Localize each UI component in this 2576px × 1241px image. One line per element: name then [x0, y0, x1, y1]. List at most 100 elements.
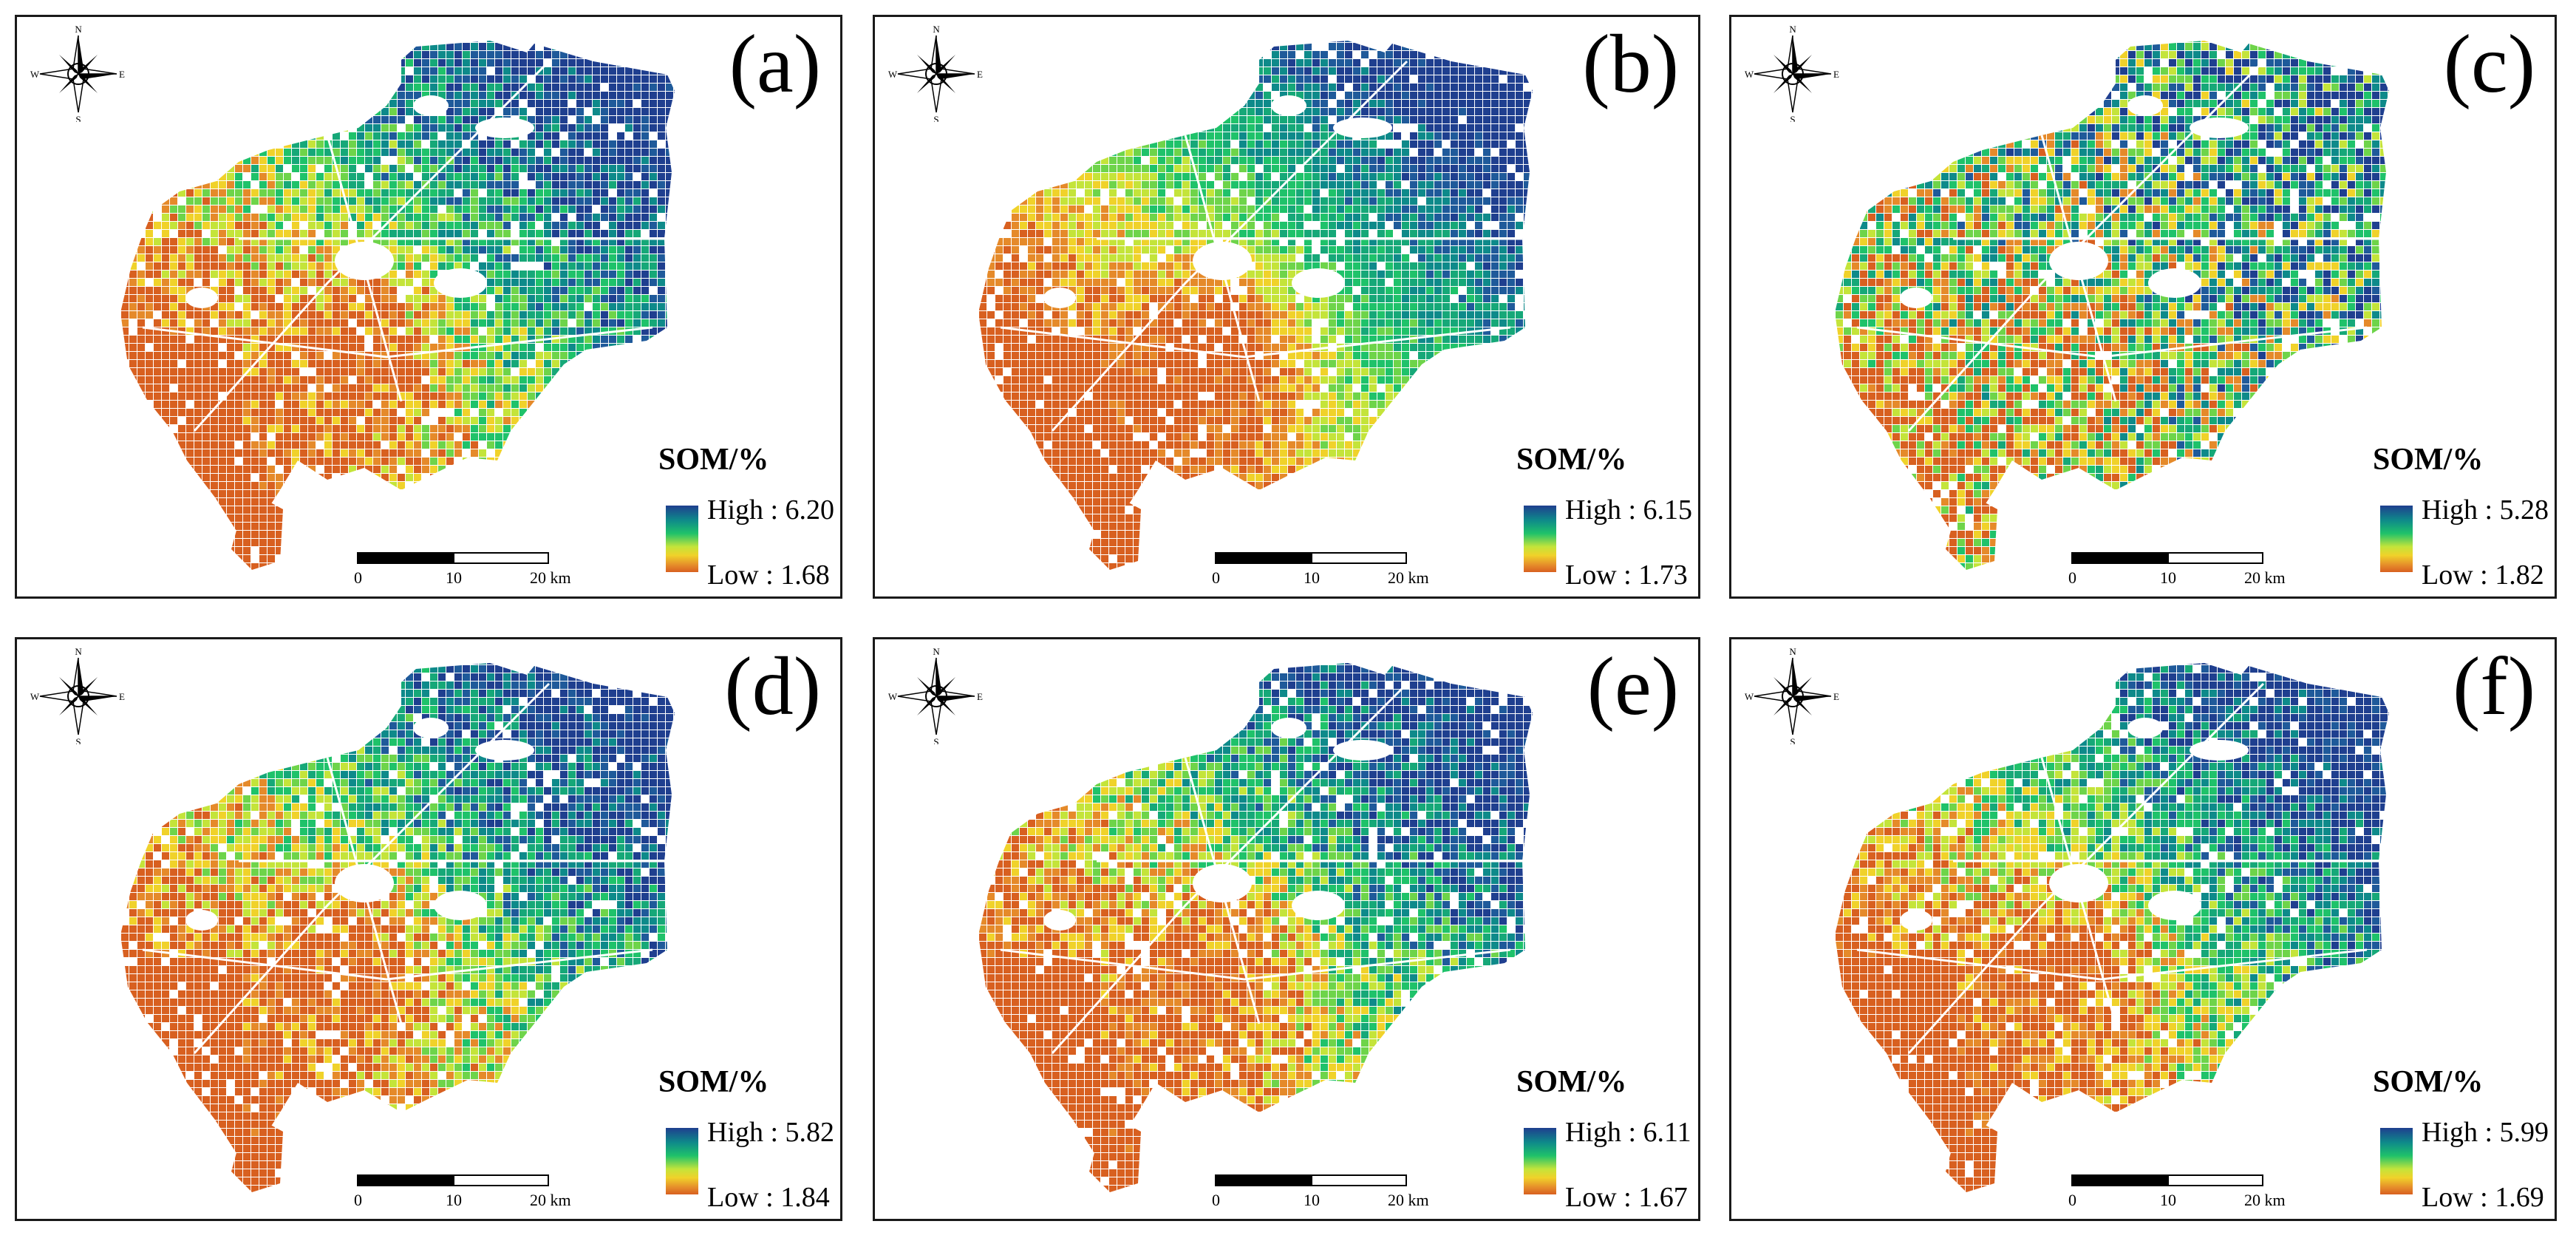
- compass-s: S: [75, 114, 81, 122]
- scale-tick-10: 10: [1304, 1191, 1320, 1210]
- map-panel-b: N S E W (b) SOM/% High : 6.15 Low : 1.73…: [873, 15, 1700, 599]
- compass-e: E: [1833, 69, 1839, 80]
- compass-n: N: [1789, 26, 1796, 35]
- scale-bar: 0 10 20 km: [342, 548, 571, 592]
- scale-tick-20: 20 km: [1388, 1191, 1429, 1210]
- compass-n: N: [933, 26, 940, 35]
- legend: SOM/% High : 5.82 Low : 1.84: [652, 1064, 837, 1214]
- north-arrow-icon: N S E W: [30, 646, 126, 747]
- legend-high: High : 6.20: [707, 494, 834, 526]
- som-raster: [121, 41, 675, 570]
- som-map: [121, 41, 675, 570]
- scale-bar-black-segment: [2071, 552, 2169, 564]
- legend-title: SOM/%: [2373, 1064, 2483, 1100]
- legend-high: High : 5.99: [2422, 1116, 2549, 1149]
- legend-low: Low : 1.73: [1565, 559, 1688, 591]
- map-panel-a: N S E W (a) SOM/% High : 6.20 Low : 1.68…: [15, 15, 842, 599]
- legend-high: High : 5.82: [707, 1116, 834, 1149]
- scale-bar-black-segment: [1215, 1174, 1312, 1186]
- compass-w: W: [1745, 691, 1754, 702]
- som-raster: [979, 663, 1533, 1192]
- north-arrow-icon: N S E W: [30, 24, 126, 125]
- legend-low: Low : 1.67: [1565, 1181, 1688, 1214]
- compass-w: W: [888, 69, 898, 80]
- map-panel-d: N S E W (d) SOM/% High : 5.82 Low : 1.84…: [15, 637, 842, 1221]
- scale-tick-0: 0: [354, 1191, 362, 1210]
- legend-high: High : 6.15: [1565, 494, 1692, 526]
- legend: SOM/% High : 5.99 Low : 1.69: [2367, 1064, 2552, 1214]
- scale-bar-black-segment: [357, 552, 454, 564]
- compass-e: E: [977, 691, 983, 702]
- legend: SOM/% High : 6.11 Low : 1.67: [1510, 1064, 1695, 1214]
- panel-label: (c): [2444, 23, 2535, 106]
- map-panel-e: N S E W (e) SOM/% High : 6.11 Low : 1.67…: [873, 637, 1700, 1221]
- som-map: [1836, 663, 2389, 1192]
- som-raster: [1836, 41, 2389, 570]
- compass-n: N: [75, 648, 82, 657]
- color-ramp: [1524, 1128, 1556, 1194]
- compass-s: S: [933, 736, 938, 744]
- scale-tick-0: 0: [1212, 1191, 1220, 1210]
- scale-tick-10: 10: [2160, 1191, 2176, 1210]
- compass-s: S: [75, 736, 81, 744]
- scale-tick-10: 10: [1304, 568, 1320, 588]
- legend-title: SOM/%: [1516, 442, 1626, 477]
- legend: SOM/% High : 6.15 Low : 1.73: [1510, 442, 1695, 591]
- som-map: [121, 663, 675, 1192]
- north-arrow-icon: N S E W: [1745, 646, 1841, 747]
- legend-title: SOM/%: [1516, 1064, 1626, 1100]
- legend-high: High : 5.28: [2422, 494, 2549, 526]
- compass-e: E: [119, 69, 125, 80]
- som-map: [979, 41, 1533, 570]
- compass-n: N: [933, 648, 940, 657]
- som-raster: [1836, 663, 2389, 1192]
- scale-tick-20: 20 km: [1388, 568, 1429, 588]
- legend-low: Low : 1.82: [2422, 559, 2544, 591]
- scale-bar-black-segment: [357, 1174, 454, 1186]
- color-ramp: [666, 1128, 698, 1194]
- scale-bar-white-segment: [1311, 1174, 1407, 1186]
- compass-e: E: [119, 691, 125, 702]
- scale-bar-white-segment: [1311, 552, 1407, 564]
- scale-tick-10: 10: [446, 568, 462, 588]
- compass-w: W: [30, 69, 40, 80]
- legend-title: SOM/%: [2373, 442, 2483, 477]
- color-ramp: [2380, 1128, 2413, 1194]
- legend-title: SOM/%: [658, 1064, 769, 1100]
- legend-low: Low : 1.68: [707, 559, 830, 591]
- scale-bar-black-segment: [2071, 1174, 2169, 1186]
- color-ramp: [666, 506, 698, 572]
- scale-bar: 0 10 20 km: [2057, 548, 2286, 592]
- north-arrow-icon: N S E W: [1745, 24, 1841, 125]
- scale-tick-20: 20 km: [2244, 1191, 2286, 1210]
- compass-s: S: [1790, 114, 1795, 122]
- legend: SOM/% High : 6.20 Low : 1.68: [652, 442, 837, 591]
- color-ramp: [2380, 506, 2413, 572]
- legend: SOM/% High : 5.28 Low : 1.82: [2367, 442, 2552, 591]
- compass-s: S: [1790, 736, 1795, 744]
- panel-label: (b): [1582, 23, 1679, 106]
- legend-high: High : 6.11: [1565, 1116, 1691, 1149]
- legend-low: Low : 1.69: [2422, 1181, 2544, 1214]
- scale-tick-0: 0: [2068, 568, 2076, 588]
- som-raster: [979, 41, 1533, 570]
- scale-tick-10: 10: [446, 1191, 462, 1210]
- scale-bar-black-segment: [1215, 552, 1312, 564]
- compass-e: E: [977, 69, 983, 80]
- scale-tick-10: 10: [2160, 568, 2176, 588]
- scale-tick-20: 20 km: [2244, 568, 2286, 588]
- scale-bar: 0 10 20 km: [1200, 1170, 1429, 1214]
- scale-tick-0: 0: [2068, 1191, 2076, 1210]
- compass-s: S: [933, 114, 938, 122]
- north-arrow-icon: N S E W: [888, 646, 984, 747]
- scale-tick-0: 0: [1212, 568, 1220, 588]
- compass-n: N: [1789, 648, 1796, 657]
- scale-bar: 0 10 20 km: [342, 1170, 571, 1214]
- panel-label: (a): [729, 23, 821, 106]
- panel-label: (f): [2453, 645, 2535, 728]
- scale-tick-0: 0: [354, 568, 362, 588]
- legend-title: SOM/%: [658, 442, 769, 477]
- compass-n: N: [75, 26, 82, 35]
- scale-bar-white-segment: [453, 1174, 549, 1186]
- legend-low: Low : 1.84: [707, 1181, 830, 1214]
